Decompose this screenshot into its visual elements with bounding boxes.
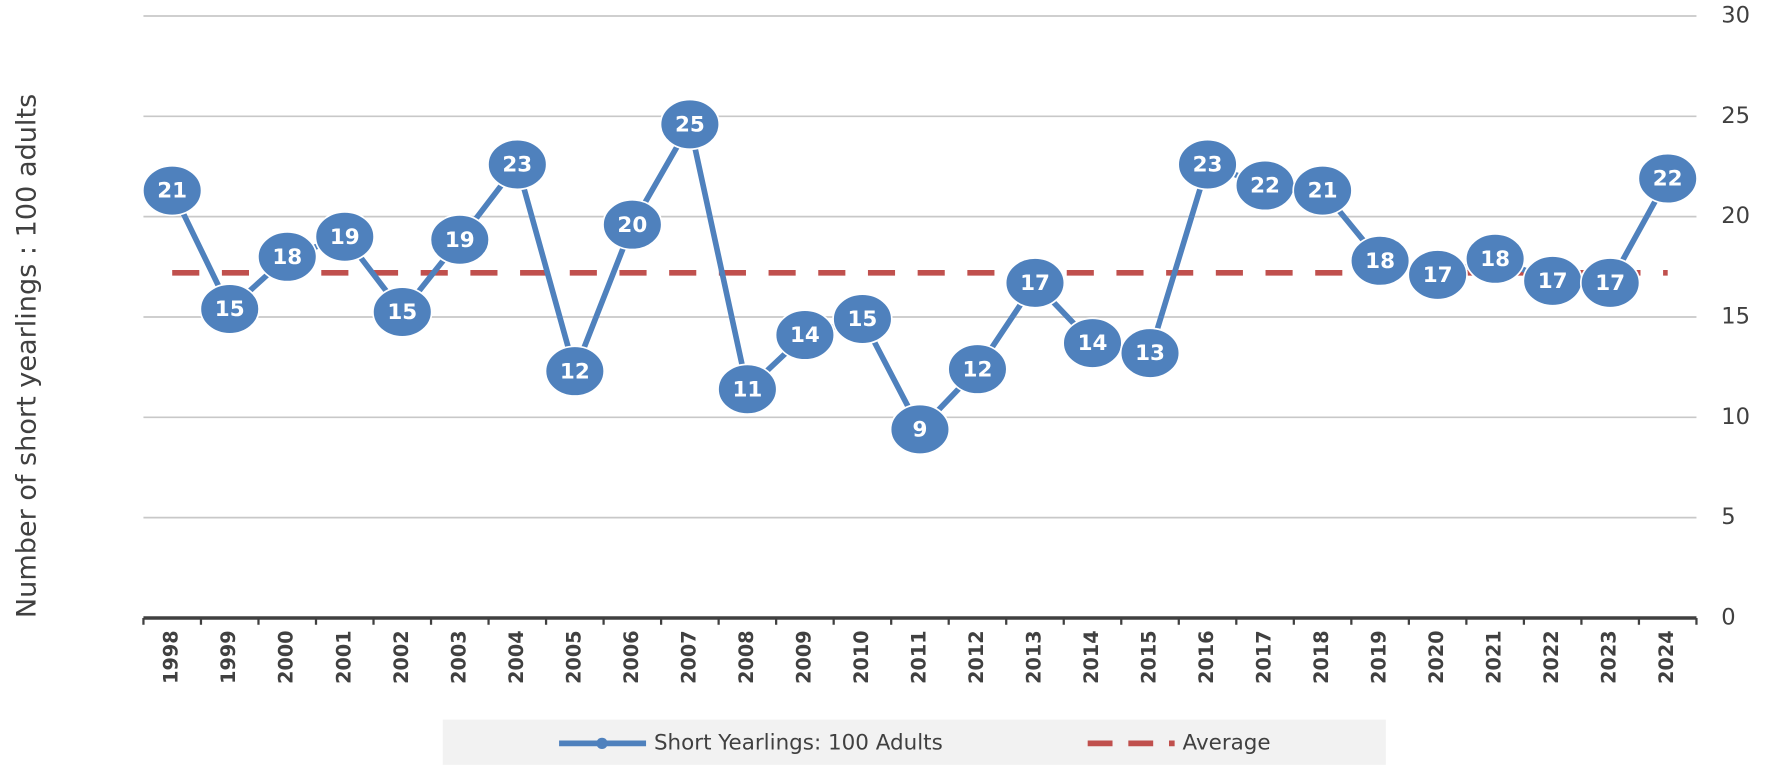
point-marker [1292, 164, 1353, 217]
data-label: 17 [1020, 271, 1050, 296]
data-label: 19 [330, 225, 360, 250]
x-tick-label: 2012 [965, 630, 988, 683]
data-label: 12 [963, 357, 993, 382]
point-marker [774, 309, 836, 361]
data-label: 12 [560, 359, 590, 384]
point-marker [832, 293, 893, 345]
x-tick-label: 2011 [907, 630, 930, 683]
x-tick-label: 2004 [505, 630, 528, 683]
data-label: 20 [617, 213, 647, 238]
x-tick-label: 2023 [1598, 630, 1621, 683]
data-label: 9 [912, 417, 927, 442]
point-marker [947, 343, 1008, 395]
x-tick-label: 2021 [1483, 630, 1506, 683]
data-label: 17 [1595, 271, 1625, 296]
x-tick-label: 2008 [735, 630, 758, 683]
x-tick-label: 2017 [1253, 630, 1276, 683]
point-marker [602, 198, 663, 251]
data-label: 23 [502, 153, 532, 178]
point-marker [889, 403, 951, 456]
y-axis-title: Number of short yearlings : 100 adults [12, 94, 43, 618]
legend-label: Average [1183, 730, 1271, 755]
y-tick-label: 5 [1721, 504, 1735, 530]
data-label: 23 [1193, 153, 1223, 178]
data-label: 22 [1653, 167, 1683, 192]
x-tick-label: 2001 [332, 630, 355, 683]
data-label: 13 [1135, 341, 1165, 366]
x-tick-label: 2006 [620, 630, 643, 683]
data-label: 22 [1250, 174, 1280, 199]
data-label: 14 [1078, 331, 1108, 356]
point-marker [1062, 317, 1123, 369]
x-tick-label: 2009 [792, 630, 815, 683]
x-tick-label: 2000 [275, 630, 298, 683]
point-marker [1119, 327, 1181, 379]
data-label: 25 [675, 112, 705, 137]
x-tick-label: 2002 [390, 630, 413, 683]
x-tick-label: 2022 [1540, 630, 1563, 683]
legend-label: Short Yearlings: 100 Adults [654, 730, 943, 755]
y-tick-label: 15 [1721, 303, 1750, 329]
y-tick-label: 10 [1721, 404, 1750, 430]
point-marker [659, 98, 721, 151]
y-tick-label: 0 [1721, 604, 1735, 630]
data-label: 17 [1423, 263, 1453, 288]
point-marker [314, 211, 375, 263]
x-tick-label: 2005 [562, 630, 585, 683]
x-tick-label: 2015 [1138, 630, 1161, 683]
data-label: 21 [1308, 179, 1338, 204]
x-tick-label: 1999 [217, 630, 240, 683]
y-tick-label: 20 [1721, 203, 1750, 229]
data-label: 19 [445, 228, 475, 253]
data-label: 18 [1480, 247, 1510, 272]
legend-marker [596, 737, 608, 750]
data-label: 21 [157, 179, 187, 204]
x-tick-label: 2018 [1310, 630, 1333, 683]
x-tick-label: 2016 [1195, 630, 1218, 683]
data-label: 11 [732, 377, 762, 402]
point-marker [1177, 138, 1238, 191]
x-tick-label: 2007 [677, 630, 700, 683]
point-marker [1349, 235, 1411, 287]
point-marker [257, 231, 318, 283]
y-tick-label: 25 [1721, 103, 1750, 129]
point-marker [544, 345, 606, 397]
x-tick-label: 2024 [1655, 630, 1678, 683]
y-tick-label: 30 [1721, 2, 1750, 28]
point-marker [1637, 152, 1698, 205]
point-marker [1407, 249, 1468, 301]
data-label: 18 [272, 245, 302, 270]
x-tick-label: 2014 [1080, 630, 1103, 683]
data-label: 18 [1365, 249, 1395, 274]
x-tick-label: 1998 [160, 630, 183, 683]
x-tick-label: 2019 [1368, 630, 1391, 683]
point-marker [487, 138, 548, 191]
x-tick-label: 2010 [850, 630, 873, 683]
point-marker [1579, 257, 1641, 309]
data-label: 15 [848, 307, 878, 332]
x-tick-label: 2013 [1022, 630, 1045, 683]
point-marker [141, 164, 203, 217]
x-tick-label: 2020 [1425, 630, 1448, 683]
data-label: 15 [387, 300, 417, 325]
point-marker [199, 283, 260, 335]
point-marker [717, 363, 778, 415]
point-marker [1004, 257, 1066, 309]
point-marker [429, 214, 491, 266]
point-marker [1464, 233, 1526, 285]
data-label: 15 [215, 297, 245, 322]
data-label: 17 [1538, 269, 1568, 294]
point-marker [372, 286, 433, 338]
data-label: 14 [790, 323, 820, 348]
x-tick-label: 2003 [447, 630, 470, 683]
